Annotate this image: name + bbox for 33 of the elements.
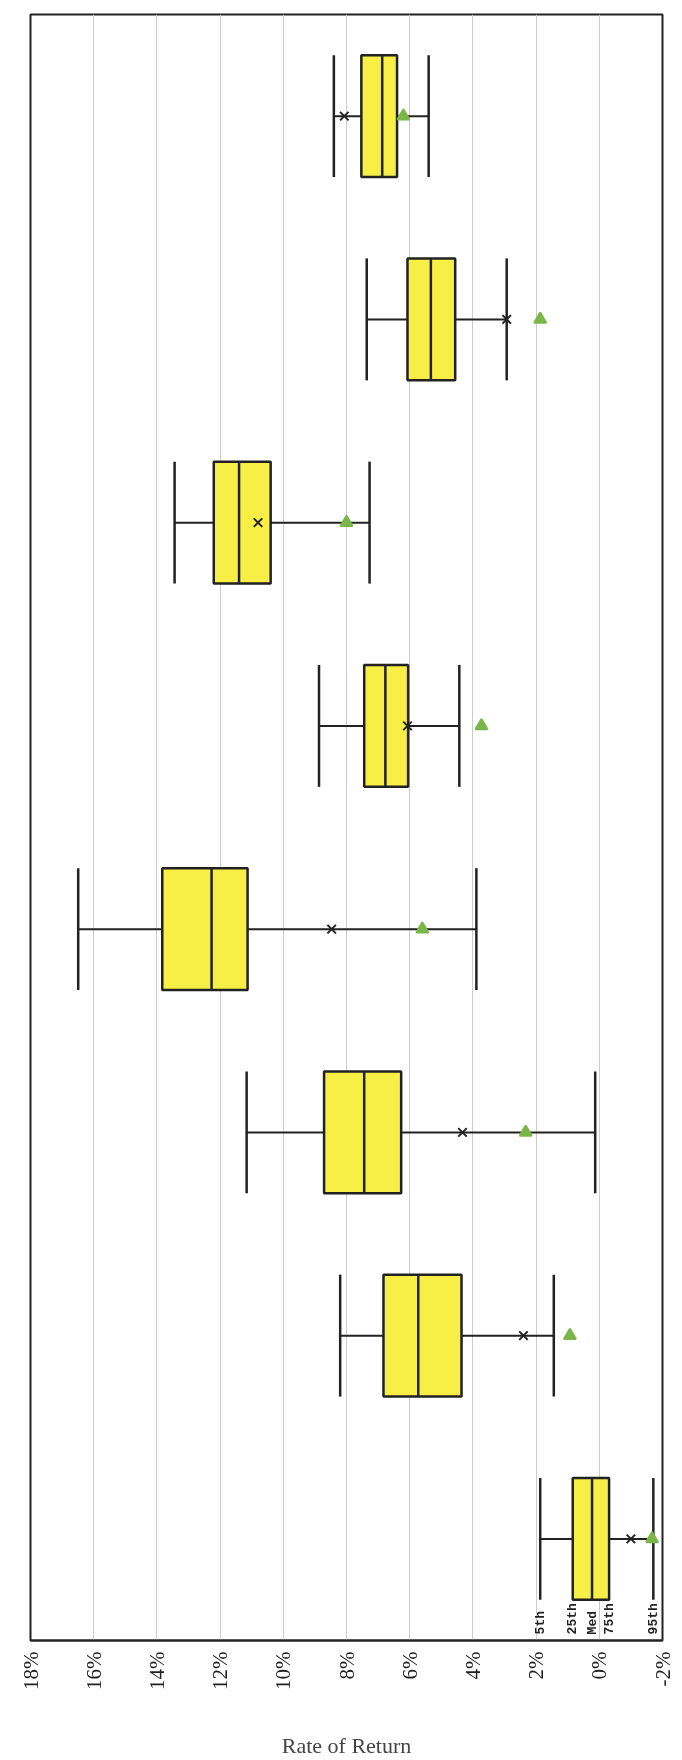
x-tick-label: 8% — [334, 1651, 359, 1680]
annotation: 75th — [601, 1603, 617, 1635]
x-tick-label: 12% — [208, 1651, 233, 1690]
x-tick-label: 0% — [587, 1651, 612, 1680]
point — [252, 517, 264, 528]
annotation: 95th — [645, 1603, 661, 1635]
annotation: 25th — [565, 1603, 581, 1635]
point — [326, 923, 337, 935]
point — [645, 1530, 660, 1544]
point — [501, 314, 512, 325]
point — [457, 1127, 468, 1138]
annotation: Med — [584, 1611, 600, 1635]
point — [474, 717, 489, 731]
x-tick-label: 18% — [18, 1651, 43, 1690]
point — [402, 720, 413, 732]
point — [518, 1330, 529, 1341]
point — [518, 1124, 533, 1137]
x-tick-label: 2% — [524, 1651, 549, 1680]
x-axis-title: Rate of Return — [281, 1732, 412, 1758]
x-tick-label: 10% — [271, 1651, 296, 1690]
point — [339, 514, 354, 528]
point — [562, 1327, 577, 1341]
point — [339, 110, 350, 122]
x-tick-label: -2% — [650, 1651, 675, 1687]
point — [415, 921, 430, 934]
annotation: 5th — [532, 1610, 548, 1635]
x-tick-label: 6% — [397, 1651, 422, 1680]
point — [533, 311, 548, 324]
point — [396, 108, 411, 121]
x-tick-label: 14% — [144, 1651, 169, 1690]
x-tick-label: 4% — [460, 1651, 485, 1680]
point — [625, 1533, 637, 1545]
x-tick-label: 16% — [81, 1651, 106, 1690]
